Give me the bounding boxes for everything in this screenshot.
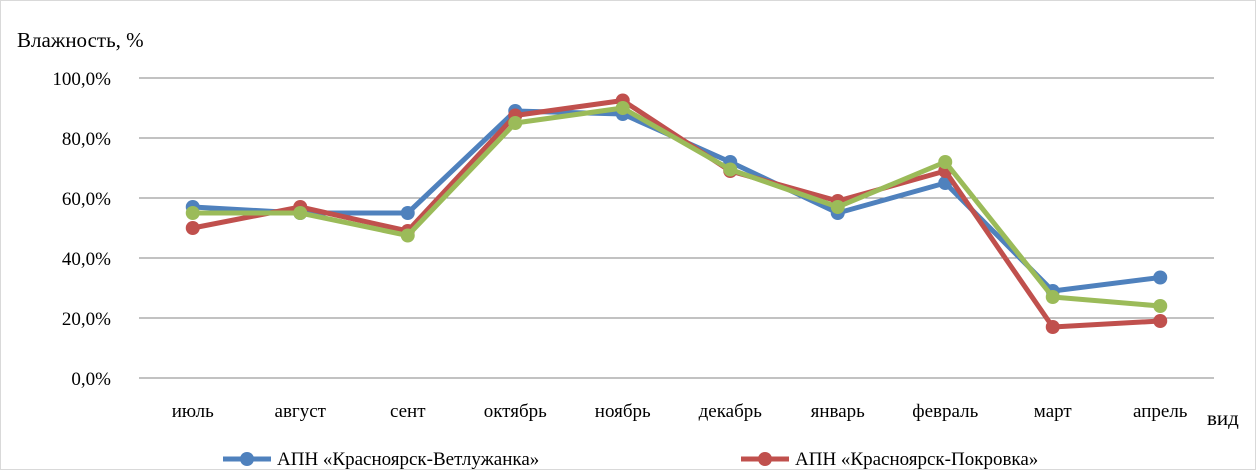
y-tick-label: 60,0% [62, 189, 111, 210]
series-3 [185, 101, 1168, 313]
data-point [1045, 320, 1060, 334]
series-layer [185, 93, 1168, 334]
legend: АПН «Красноярск-Ветлужанка» АПН «Краснояр… [223, 449, 1038, 469]
data-point [938, 155, 953, 169]
legend-label: АПН «Красноярск-Покровка» [795, 449, 1038, 469]
data-point [1153, 314, 1168, 328]
y-tick-label: 0,0% [71, 369, 111, 390]
data-point [723, 162, 738, 177]
legend-item: АПН «Красноярск-Ветлужанка» [223, 449, 539, 469]
legend-swatch-marker [758, 452, 772, 466]
y-tick-label: 20,0% [62, 309, 111, 330]
x-axis-title: вид [1207, 406, 1239, 430]
x-tick-label: апрель [1133, 401, 1188, 422]
data-point [400, 206, 415, 220]
y-axis-title: Влажность, % [17, 28, 144, 52]
legend-item: АПН «Красноярск-Покровка» [741, 449, 1038, 469]
series-2 [185, 93, 1168, 334]
data-point [185, 206, 200, 220]
y-tick-labels: 0,0% 20,0% 40,0% 60,0% 80,0% 100,0% [52, 69, 111, 390]
x-tick-label: декабрь [699, 401, 763, 422]
legend-swatch-marker [240, 452, 254, 466]
x-tick-label: март [1034, 401, 1073, 422]
data-point [1153, 299, 1168, 313]
x-tick-label: октябрь [484, 401, 547, 422]
x-tick-label: июль [172, 401, 214, 422]
data-point [615, 101, 630, 115]
x-tick-label: сент [390, 401, 426, 422]
x-tick-label: ноябрь [595, 401, 651, 422]
data-point [508, 116, 523, 130]
data-point [1045, 290, 1060, 304]
x-tick-labels: июль август сент октябрь ноябрь декабрь январь… [172, 401, 1188, 422]
data-point [830, 200, 845, 214]
series-line [190, 105, 1163, 309]
x-tick-label: февраль [912, 401, 978, 422]
data-point [400, 228, 415, 243]
data-point [185, 221, 200, 235]
data-point [1153, 270, 1168, 285]
data-point [293, 206, 308, 220]
legend-label: АПН «Красноярск-Ветлужанка» [277, 449, 539, 469]
series-line [190, 98, 1163, 330]
y-tick-label: 80,0% [62, 129, 111, 150]
x-tick-label: август [275, 401, 327, 422]
y-tick-label: 40,0% [62, 249, 111, 270]
y-tick-label: 100,0% [52, 69, 111, 90]
x-tick-label: январь [811, 401, 866, 422]
